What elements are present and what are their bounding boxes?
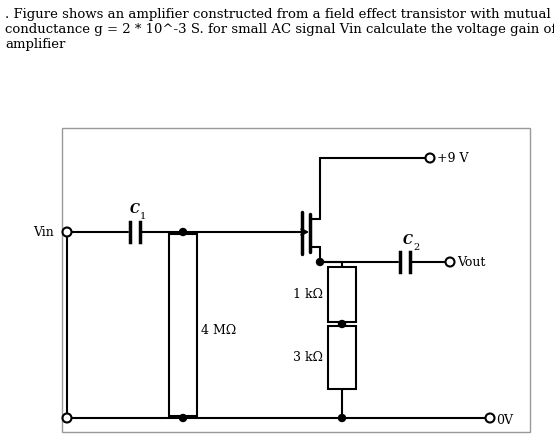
Text: . Figure shows an amplifier constructed from a field effect transistor with mutu: . Figure shows an amplifier constructed … bbox=[5, 8, 551, 21]
Text: 1: 1 bbox=[140, 212, 146, 221]
Text: 4 MΩ: 4 MΩ bbox=[201, 324, 236, 336]
Circle shape bbox=[338, 415, 346, 422]
Circle shape bbox=[445, 258, 454, 267]
Text: conductance g = 2 * 10^-3 S. for small AC signal Vin calculate the voltage gain : conductance g = 2 * 10^-3 S. for small A… bbox=[5, 23, 554, 36]
Circle shape bbox=[316, 259, 324, 266]
Text: amplifier: amplifier bbox=[5, 38, 65, 51]
Circle shape bbox=[425, 153, 434, 163]
Text: 0V: 0V bbox=[496, 414, 513, 427]
Bar bbox=[169, 234, 197, 416]
Text: 1 kΩ: 1 kΩ bbox=[293, 288, 323, 301]
Text: Vout: Vout bbox=[457, 256, 485, 270]
Circle shape bbox=[63, 414, 71, 423]
Circle shape bbox=[338, 320, 346, 328]
Circle shape bbox=[179, 415, 187, 422]
Bar bbox=[62, 128, 530, 432]
Text: C: C bbox=[130, 203, 140, 216]
Text: 3 kΩ: 3 kΩ bbox=[293, 351, 323, 364]
Text: 2: 2 bbox=[413, 243, 419, 252]
Text: Vin: Vin bbox=[33, 225, 54, 239]
Bar bbox=[328, 326, 356, 389]
Text: C: C bbox=[403, 234, 413, 247]
Text: +9 V: +9 V bbox=[437, 152, 469, 164]
Bar bbox=[328, 267, 356, 322]
Circle shape bbox=[63, 228, 71, 236]
Circle shape bbox=[179, 229, 187, 236]
Circle shape bbox=[485, 414, 495, 423]
